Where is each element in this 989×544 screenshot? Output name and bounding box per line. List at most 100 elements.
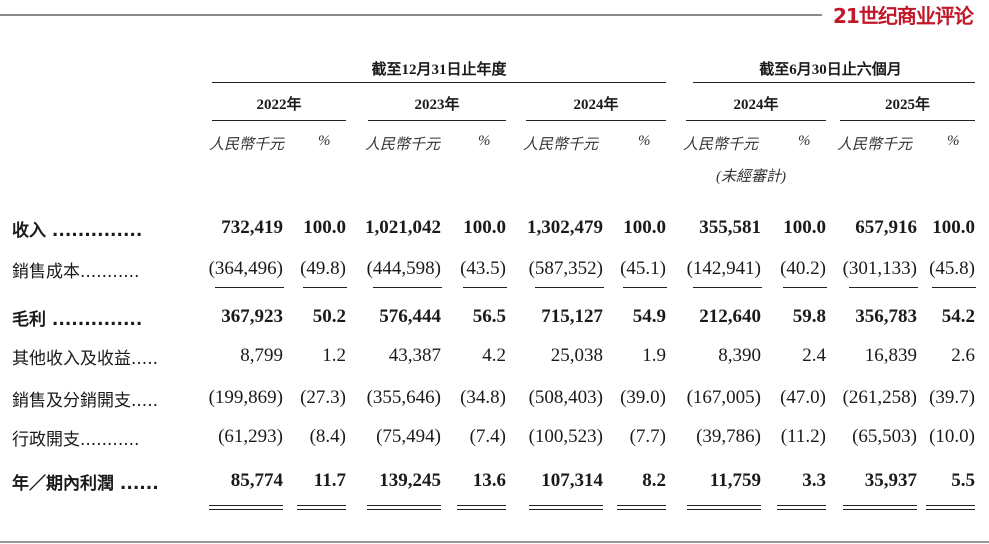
unit-label: 人民幣千元 <box>683 137 759 153</box>
total-double-underline <box>367 509 441 510</box>
period-header: 截至12月31日止年度 <box>371 62 507 78</box>
cell-value: 732,419 <box>221 217 283 238</box>
total-double-underline <box>617 505 666 506</box>
subtotal-underline <box>303 287 347 288</box>
brand-logo: 21世纪商业评论 <box>833 4 974 28</box>
year-header-rule <box>526 120 666 121</box>
cell-value: 212,640 <box>699 306 761 327</box>
total-double-underline <box>687 505 761 506</box>
total-double-underline <box>297 505 346 506</box>
percent-label: % <box>798 133 811 149</box>
total-double-underline <box>617 509 666 510</box>
cell-value: 355,581 <box>699 217 761 238</box>
total-double-underline <box>457 505 506 506</box>
cell-value: (27.3) <box>300 387 346 408</box>
total-double-underline <box>209 505 283 506</box>
row-label: 銷售及分銷開支..... <box>12 391 159 411</box>
cell-value: 16,839 <box>864 345 917 366</box>
total-double-underline <box>457 509 506 510</box>
unaudited-label: (未經審計) <box>716 169 786 185</box>
subtotal-underline <box>849 287 918 288</box>
cell-value: 56.5 <box>472 306 506 327</box>
year-header: 2024年 <box>733 97 779 113</box>
cell-value: 4.2 <box>482 345 506 366</box>
percent-label: % <box>947 133 960 149</box>
cell-value: 1.2 <box>322 345 346 366</box>
subtotal-underline <box>623 287 667 288</box>
cell-value: (34.8) <box>460 387 506 408</box>
cell-value: 1,021,042 <box>365 217 441 238</box>
cell-value: (43.5) <box>460 258 506 279</box>
cell-value: 139,245 <box>379 470 441 491</box>
total-double-underline <box>777 509 826 510</box>
percent-label: % <box>638 133 651 149</box>
total-double-underline <box>843 505 917 506</box>
year-header: 2023年 <box>414 97 460 113</box>
period-header: 截至6月30日止六個月 <box>759 62 902 78</box>
cell-value: (47.0) <box>780 387 826 408</box>
period-header-rule <box>693 82 975 83</box>
row-label: 其他收入及收益..... <box>12 349 159 369</box>
cell-value: (65,503) <box>852 426 917 447</box>
subtotal-underline <box>783 287 827 288</box>
cell-value: 657,916 <box>855 217 917 238</box>
subtotal-underline <box>932 287 976 288</box>
total-double-underline <box>367 505 441 506</box>
cell-value: 13.6 <box>472 470 506 491</box>
cell-value: (61,293) <box>218 426 283 447</box>
unit-label: 人民幣千元 <box>523 137 599 153</box>
cell-value: (49.8) <box>300 258 346 279</box>
cell-value: (444,598) <box>366 258 441 279</box>
cell-value: 1.9 <box>642 345 666 366</box>
cell-value: 2.4 <box>802 345 826 366</box>
cell-value: (11.2) <box>780 426 826 447</box>
cell-value: (508,403) <box>528 387 603 408</box>
cell-value: 5.5 <box>951 470 975 491</box>
cell-value: (7.4) <box>469 426 506 447</box>
cell-value: 59.8 <box>792 306 826 327</box>
cell-value: 11,759 <box>709 470 761 491</box>
unit-label: 人民幣千元 <box>365 137 441 153</box>
percent-label: % <box>478 133 491 149</box>
subtotal-underline <box>463 287 507 288</box>
cell-value: (167,005) <box>686 387 761 408</box>
subtotal-underline <box>215 287 284 288</box>
cell-value: 43,387 <box>388 345 441 366</box>
total-double-underline <box>843 509 917 510</box>
cell-value: (7.7) <box>629 426 666 447</box>
cell-value: 3.3 <box>802 470 826 491</box>
cell-value: 54.2 <box>941 306 975 327</box>
subtotal-underline <box>535 287 604 288</box>
cell-value: (39.7) <box>929 387 975 408</box>
unit-label: 人民幣千元 <box>837 137 913 153</box>
cell-value: (301,133) <box>842 258 917 279</box>
cell-value: (10.0) <box>929 426 975 447</box>
cell-value: (364,496) <box>208 258 283 279</box>
cell-value: 85,774 <box>230 470 283 491</box>
total-double-underline <box>529 505 603 506</box>
row-label: 銷售成本........... <box>12 262 140 282</box>
cell-value: 35,937 <box>864 470 917 491</box>
cell-value: (8.4) <box>309 426 346 447</box>
total-double-underline <box>926 505 975 506</box>
cell-value: (587,352) <box>528 258 603 279</box>
row-label: 毛利 .............. <box>12 310 143 330</box>
cell-value: (142,941) <box>686 258 761 279</box>
cell-value: 367,923 <box>221 306 283 327</box>
cell-value: 100.0 <box>303 217 346 238</box>
cell-value: 54.9 <box>632 306 666 327</box>
total-double-underline <box>297 509 346 510</box>
cell-value: 1,302,479 <box>527 217 603 238</box>
cell-value: 100.0 <box>463 217 506 238</box>
header-rule <box>0 14 822 16</box>
cell-value: 100.0 <box>783 217 826 238</box>
cell-value: 8,799 <box>240 345 283 366</box>
cell-value: (45.1) <box>620 258 666 279</box>
cell-value: 2.6 <box>951 345 975 366</box>
total-double-underline <box>926 509 975 510</box>
cell-value: 107,314 <box>541 470 603 491</box>
cell-value: 356,783 <box>855 306 917 327</box>
cell-value: 11.7 <box>313 470 346 491</box>
total-double-underline <box>209 509 283 510</box>
cell-value: (45.8) <box>929 258 975 279</box>
